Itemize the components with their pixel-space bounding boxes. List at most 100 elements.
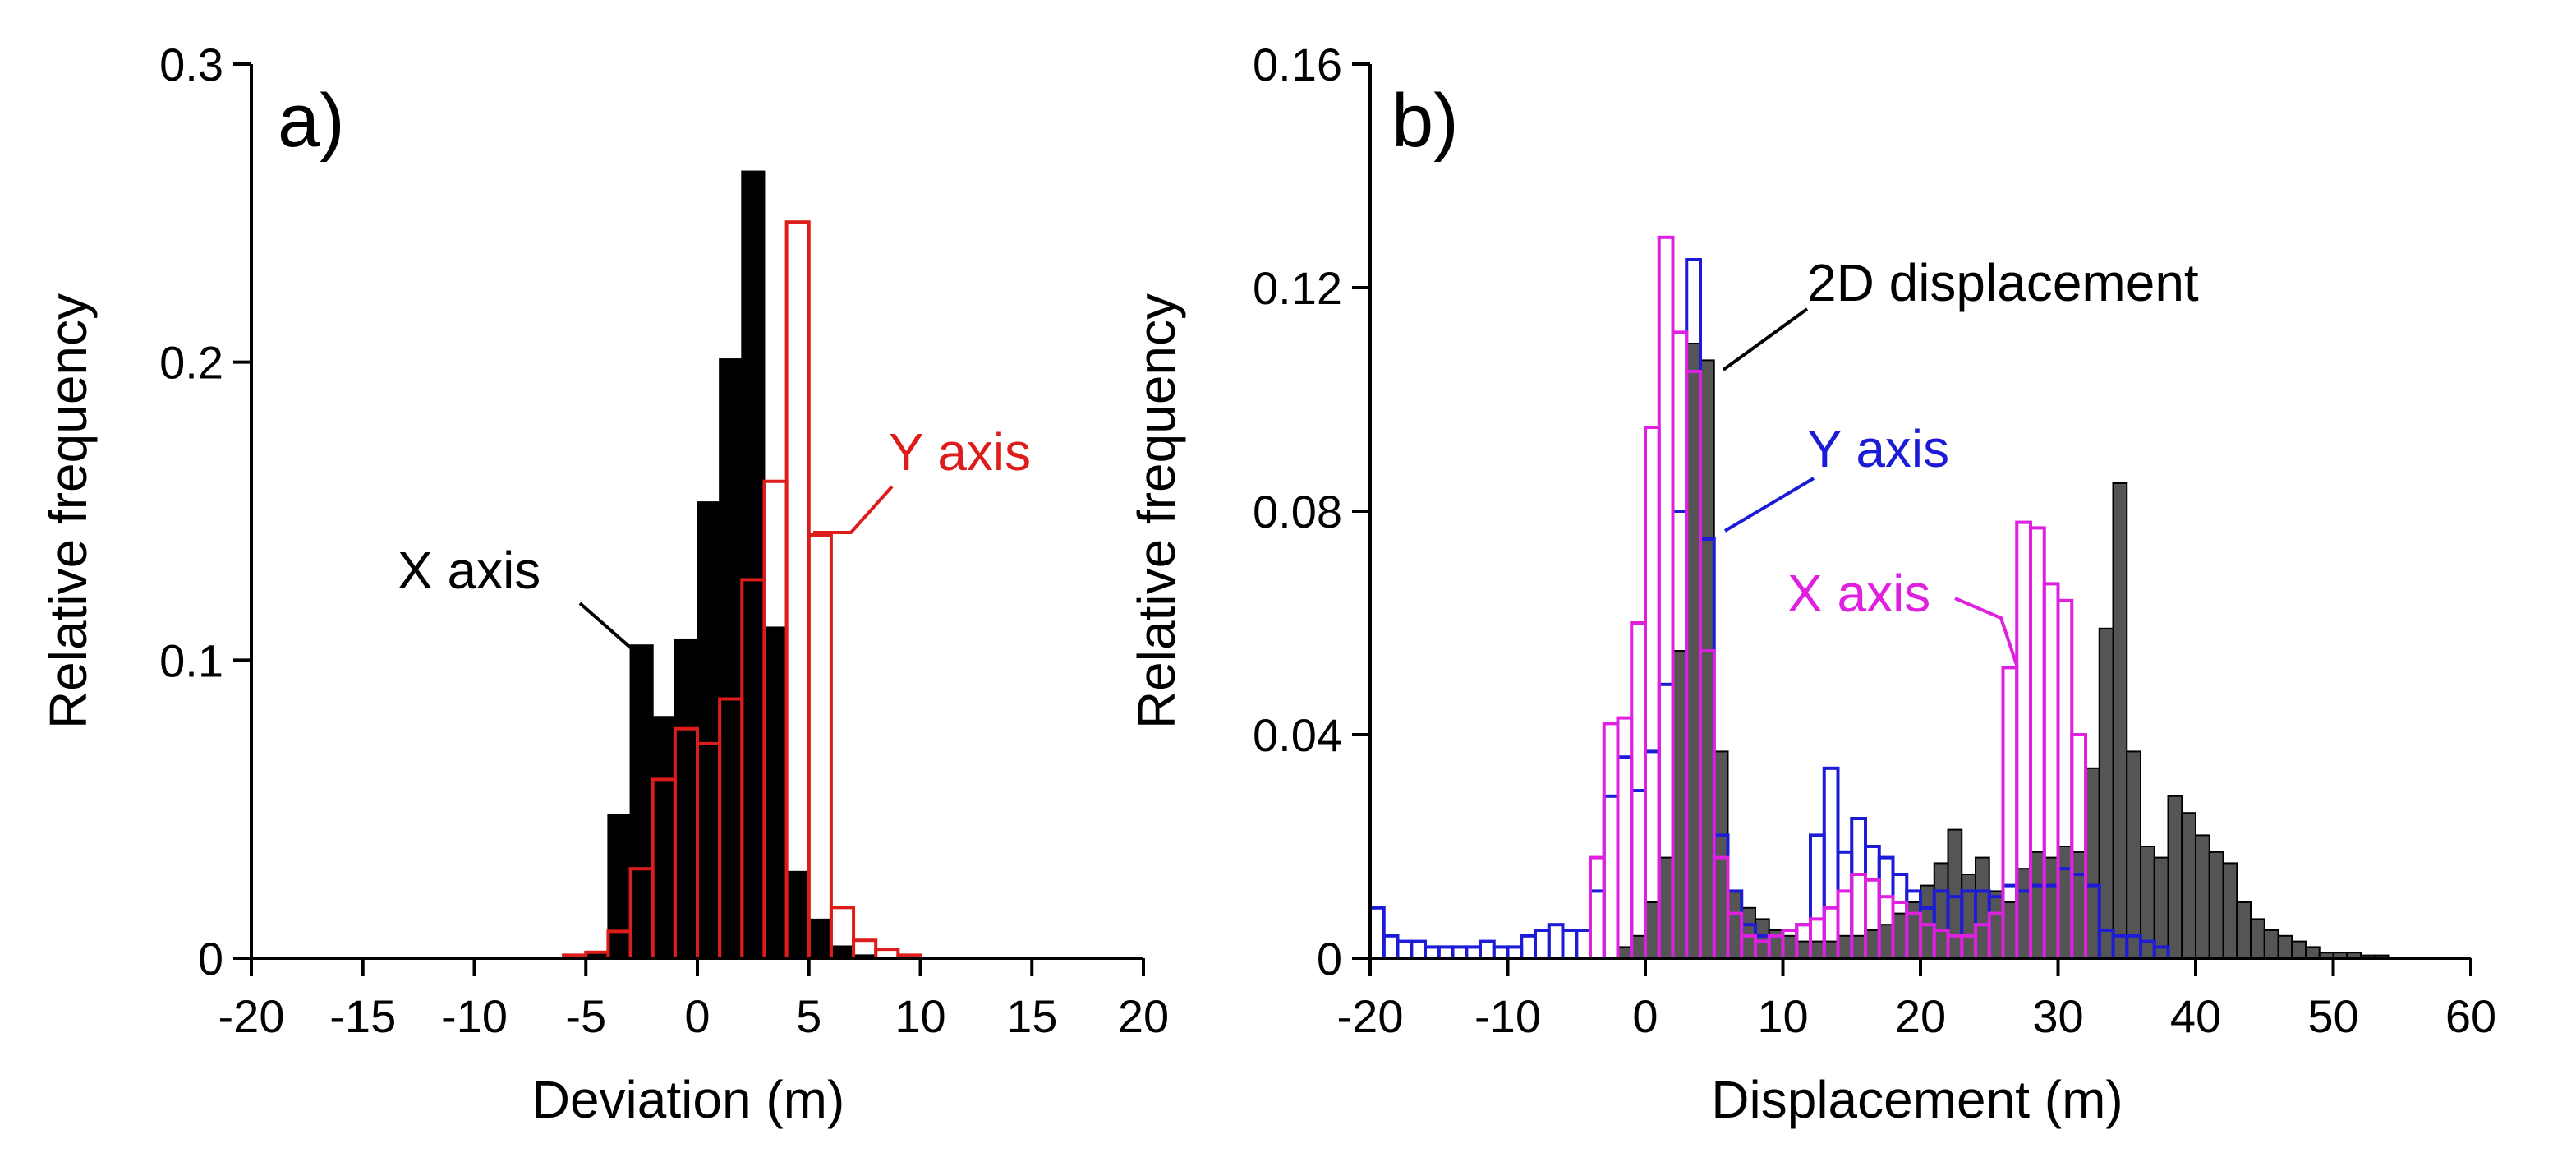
panel-a-histogram: 0 0.1 0.2 0.3 -20 -15 -10 -5 0 5 10 15 20 a) Relativ… [39, 39, 1169, 1129]
panel-b-bar-2d-displacement [1617, 946, 1633, 960]
panel-a-bar-x-axis [719, 358, 743, 960]
panel-b-bar-2d-displacement [1644, 901, 1660, 959]
panel-b-bar-y-axis [1451, 945, 1469, 961]
panel-b-bar-2d-displacement [2222, 862, 2238, 960]
panel-b-bar-2d-displacement [2057, 846, 2073, 959]
panel-a-y-tick-label: 0.1 [159, 634, 223, 686]
panel-b-bar-2d-displacement [1658, 856, 1674, 959]
panel-b-bar-2d-displacement [1947, 828, 1963, 959]
panel-b-bar-y-axis [1809, 833, 1826, 961]
panel-a-legend-y-axis: Y axis [889, 422, 1031, 482]
panel-b-bar-2d-displacement [1713, 750, 1729, 960]
panel-b-x-tick-label: 40 [2170, 990, 2221, 1042]
panel-b-bar-2d-displacement [1878, 924, 1894, 959]
panel-a-bar-x-axis [629, 644, 654, 959]
panel-b-bar-x-axis [1657, 235, 1675, 960]
panel-b-y-tick-label: 0.16 [1253, 39, 1342, 90]
panel-b-xlabel: Displacement (m) [1711, 1070, 2123, 1129]
panel-b-bar-2d-displacement [1741, 906, 1756, 960]
panel-b-x-tick-label: 0 [1632, 990, 1658, 1042]
panel-b-bar-2d-displacement [1727, 890, 1743, 960]
panel-a-bar-x-axis [674, 638, 698, 959]
panel-b-bar-2d-displacement [1975, 856, 1990, 959]
panel-a-x-tick-label: 10 [895, 990, 945, 1042]
panel-b-bar-x-axis [1644, 426, 1661, 960]
panel-b-bar-y-axis [1602, 794, 1620, 960]
panel-b-bar-2d-displacement [2277, 934, 2293, 960]
panel-b-bar-y-axis [1575, 929, 1592, 960]
panel-b-label: b) [1392, 79, 1459, 163]
panel-a-bar-x-axis [697, 501, 721, 959]
panel-b-bar-2d-displacement [1631, 934, 1646, 960]
panel-b-bar-2d-displacement [2167, 795, 2183, 959]
panel-b-bar-2d-displacement [1823, 940, 1839, 959]
panel-a-bar-y-axis [784, 220, 811, 961]
panel-b-bar-2d-displacement [2085, 767, 2100, 959]
panel-b-bar-2d-displacement [2250, 918, 2266, 960]
panel-b-bar-2d-displacement [1810, 940, 1825, 959]
panel-a-label: a) [278, 79, 345, 163]
panel-a-bar-x-axis [785, 870, 810, 959]
panel-a-x-tick-label: 5 [796, 990, 821, 1042]
panel-b-bar-2d-displacement [1892, 912, 1908, 959]
panel-b-y-tick-label: 0.12 [1253, 262, 1342, 314]
panel-b-bar-2d-displacement [2126, 750, 2141, 960]
panel-b-bar-2d-displacement [2195, 834, 2210, 960]
panel-b-x-tick-label: -20 [1337, 990, 1404, 1042]
panel-a-leader-y-axis [813, 485, 894, 534]
panel-a-legend-x-axis: X axis [398, 541, 540, 600]
panel-a-bar-x-axis [651, 716, 676, 959]
panel-b-bar-2d-displacement [2305, 946, 2321, 960]
panel-b-bar-2d-displacement [2208, 851, 2224, 960]
panel-b-bar-y-axis [1410, 939, 1427, 960]
panel-a-bar-x-axis [607, 814, 632, 959]
panel-b-bar-2d-displacement [2236, 901, 2252, 959]
panel-a-x-tick-label: 20 [1118, 990, 1169, 1042]
panel-b-bar-2d-displacement [2291, 940, 2307, 959]
panel-b-bar-y-axis [1437, 945, 1455, 961]
panel-b-leader-2d-displacement [1722, 307, 1809, 371]
panel-b-bar-2d-displacement [2181, 812, 2196, 960]
panel-b-bar-y-axis [1382, 934, 1400, 961]
panel-b-bar-2d-displacement [2098, 627, 2114, 959]
panel-b-bar-2d-displacement [2030, 851, 2045, 960]
panel-b-bar-2d-displacement [1782, 934, 1798, 960]
panel-b-bar-y-axis [1822, 766, 1840, 960]
panel-a-bar-x-axis [807, 918, 832, 960]
panel-b-bar-y-axis [1506, 945, 1524, 961]
panel-a-xlabel: Deviation (m) [532, 1070, 845, 1129]
panel-b-bar-y-axis [1424, 945, 1441, 961]
panel-b-histogram: 00.040.080.120.16-20 -10 0 10 20 30 40 50 60 b) … [1127, 39, 2496, 1129]
panel-b-bar-x-axis [1616, 716, 1634, 960]
panel-b-bar-2d-displacement [2002, 901, 2018, 959]
panel-b-axes: 0 0.04 0.08 0.12 0.16 -20 -10 0 10 20 30 40 50 60 [1253, 39, 2496, 1042]
panel-b-bar-y-axis [1561, 929, 1579, 960]
panel-b-bar-2d-displacement [1837, 934, 1853, 960]
panel-b-legend-x-axis: X axis [1787, 564, 1930, 623]
panel-b-bar-2d-displacement [1686, 343, 1701, 959]
panel-b-leader-y-axis [1723, 477, 1815, 533]
panel-b-x-tick-label: 10 [1757, 990, 1808, 1042]
panel-b-bar-y-axis [1492, 945, 1510, 961]
panel-b-legend-2d-displacement: 2D displacement [1807, 253, 2199, 312]
panel-b-bar-x-axis [1602, 722, 1620, 961]
panel-b-x-tick-label: 30 [2032, 990, 2083, 1042]
panel-b-bar-2d-displacement [2153, 856, 2169, 959]
panel-b-bar-y-axis [1465, 945, 1482, 961]
panel-a-filled-bars [563, 170, 877, 960]
panel-b-x-tick-label: 50 [2307, 990, 2358, 1042]
panel-a-x-tick-label: -10 [441, 990, 508, 1042]
panel-a-x-tick-label: -15 [329, 990, 396, 1042]
panel-b-bar-2d-displacement [1851, 934, 1866, 960]
panel-b-legend-y-axis: Y axis [1807, 419, 1949, 478]
panel-b-bar-y-axis [1616, 755, 1634, 961]
panel-a-bar-x-axis [741, 170, 766, 959]
panel-a-x-tick-label: -20 [218, 990, 285, 1042]
panel-a-y-tick-label: 0.3 [159, 39, 223, 90]
panel-b-y-tick-label: 0.04 [1253, 709, 1342, 761]
panel-a-x-tick-label: -5 [565, 990, 606, 1042]
panel-b-bar-2d-displacement [1920, 884, 1935, 959]
panel-a-y-tick-label: 0.2 [159, 337, 223, 389]
panel-a-bar-x-axis [830, 945, 855, 959]
